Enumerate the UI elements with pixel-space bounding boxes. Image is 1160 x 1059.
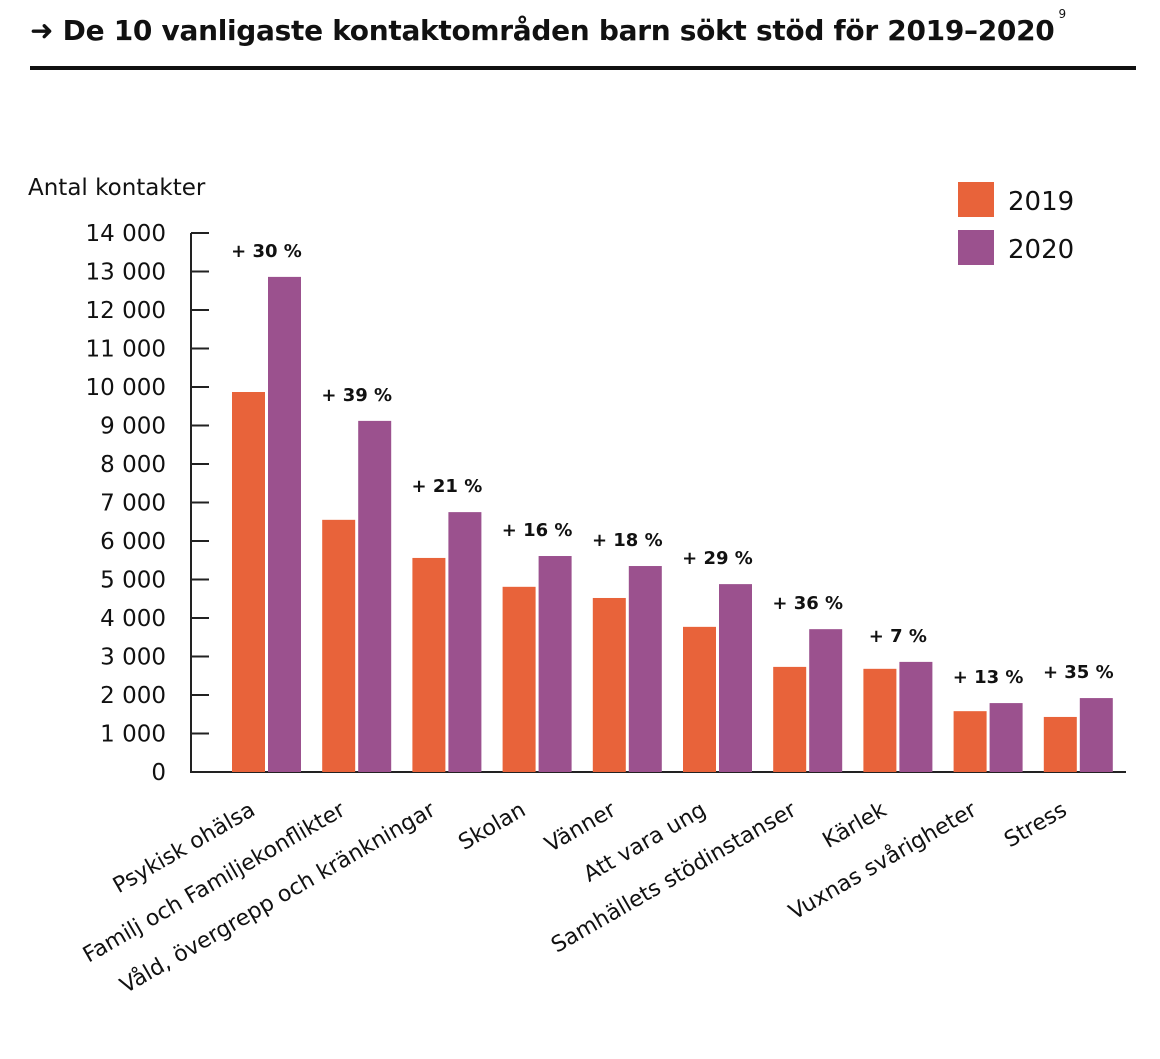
bar-2019 [322, 519, 356, 772]
y-tick-label: 12 000 [86, 298, 166, 324]
percent-change-label: + 36 % [772, 593, 843, 614]
legend: 2019 2020 [958, 182, 1074, 265]
bar-2019 [412, 557, 446, 772]
percent-change-label: + 7 % [869, 626, 927, 647]
bar-2019 [953, 711, 987, 772]
percent-change-labels: + 30 % + 39 % + 21 % + 16 % + 18 % + 29 % + 36… [231, 241, 1114, 688]
y-tick-label: 6 000 [100, 529, 166, 555]
bar-2020 [719, 584, 752, 772]
y-tick-label: 9 000 [100, 414, 166, 440]
bar-2019 [1043, 716, 1077, 772]
bar-2020 [448, 512, 482, 772]
bar-2019 [232, 392, 265, 772]
y-tick-label: 5 000 [100, 568, 166, 594]
chart-title-text: De 10 vanligaste kontaktområden barn sök… [62, 14, 1055, 47]
legend-label-2019: 2019 [1008, 187, 1074, 217]
y-tick-label: 7 000 [100, 491, 166, 517]
title-divider [30, 66, 1136, 70]
bar-2020 [628, 566, 662, 772]
bar-2019 [773, 666, 807, 772]
y-tick-label: 1 000 [100, 722, 166, 748]
chart-title: ➜ De 10 vanligaste kontaktområden barn s… [30, 7, 1066, 47]
bar-2019 [592, 597, 626, 772]
y-tick-label: 11 000 [86, 337, 166, 363]
percent-change-label: + 13 % [953, 667, 1024, 688]
y-tick-label: 8 000 [100, 452, 166, 478]
bar-2020 [899, 661, 933, 772]
y-axis-title: Antal kontakter [28, 175, 206, 201]
x-category-label: Skolan [454, 798, 530, 856]
legend-label-2020: 2020 [1008, 235, 1074, 265]
arrow-icon: ➜ [30, 14, 54, 47]
y-axis: 0 1 000 2 000 3 000 4 000 5 000 6 000 7 000 8 00… [86, 221, 1126, 786]
footnote-marker: 9 [1058, 6, 1066, 21]
x-category-label: Kärlek [819, 797, 891, 853]
y-tick-label: 10 000 [86, 375, 166, 401]
bar-2019 [683, 626, 716, 772]
percent-change-label: + 21 % [412, 476, 483, 497]
percent-change-label: + 16 % [502, 520, 573, 541]
x-category-label: Stress [1000, 798, 1071, 853]
legend-swatch-2019 [958, 182, 994, 217]
y-tick-label: 4 000 [100, 606, 166, 632]
bar-2020 [358, 420, 392, 772]
bar-2019 [863, 668, 897, 772]
legend-swatch-2020 [958, 230, 994, 265]
percent-change-label: + 30 % [231, 241, 302, 262]
bars [232, 276, 1113, 772]
percent-change-label: + 29 % [682, 548, 753, 569]
percent-change-label: + 39 % [321, 385, 392, 406]
bar-2020 [1079, 698, 1113, 772]
y-tick-label: 13 000 [86, 260, 166, 286]
percent-change-label: + 18 % [592, 530, 663, 551]
y-tick-label: 2 000 [100, 683, 166, 709]
y-tick-label: 3 000 [100, 645, 166, 671]
percent-change-label: + 35 % [1043, 662, 1114, 683]
bar-2020 [809, 629, 843, 772]
bar-2020 [538, 556, 572, 772]
bar-2020 [268, 276, 301, 772]
bar-2020 [989, 703, 1023, 772]
bar-2019 [502, 586, 536, 772]
y-tick-label: 0 [151, 760, 166, 786]
y-tick-label: 14 000 [86, 221, 166, 247]
